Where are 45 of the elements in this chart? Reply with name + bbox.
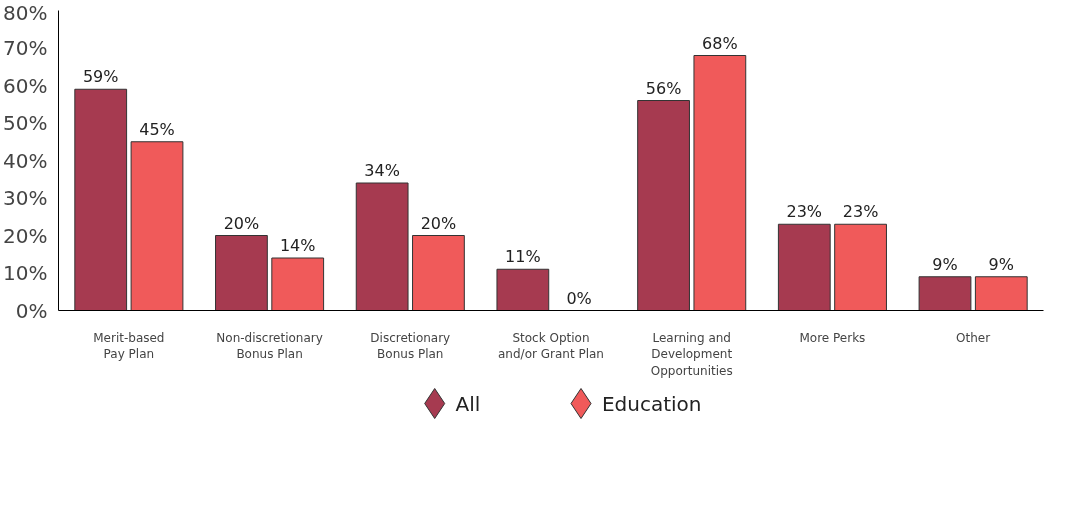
bar (777, 223, 831, 311)
data-label: 9% (988, 254, 1014, 274)
data-label: 20% (420, 213, 457, 233)
x-tick-label: Non-discretionary Bonus Plan (216, 330, 323, 362)
data-label: 14% (279, 236, 316, 255)
y-tick-label: 30% (3, 186, 48, 210)
y-tick-label: 60% (3, 73, 48, 98)
y-tick-label: 80% (3, 0, 48, 25)
data-label: 9% (932, 254, 958, 274)
data-label: 68% (702, 33, 738, 53)
y-tick-label: 10% (3, 261, 48, 285)
bar (74, 88, 128, 311)
bar (496, 268, 550, 311)
bar (918, 276, 972, 311)
y-tick-label: 40% (3, 148, 48, 173)
bar (974, 276, 1028, 311)
bar (355, 182, 409, 311)
x-tick-label: Other (956, 330, 991, 345)
y-tick-label: 50% (3, 111, 48, 135)
x-tick-label: Learning and Development Opportunities (650, 330, 733, 379)
data-label: 23% (786, 202, 823, 222)
y-tick-label: 70% (3, 36, 48, 60)
data-label: 11% (505, 247, 541, 267)
bar (693, 55, 747, 311)
legend-label: All (455, 391, 481, 416)
legend-label: Education (601, 391, 702, 416)
data-label: 59% (82, 67, 119, 87)
bar (130, 141, 184, 311)
bar (412, 235, 465, 311)
bar (637, 100, 690, 311)
x-tick-label: Discretionary Bonus Plan (370, 330, 451, 362)
y-tick-label: 0% (15, 298, 48, 323)
x-tick-label: More Perks (799, 330, 866, 345)
data-label: 34% (364, 161, 400, 180)
x-tick-label: Merit-based Pay Plan (93, 330, 165, 362)
x-tick-label: Stock Option and/or Grant Plan (498, 330, 604, 362)
y-tick-label: 20% (3, 223, 48, 248)
data-label: 20% (223, 213, 260, 233)
data-label: 45% (139, 119, 175, 139)
data-label: 0% (566, 288, 592, 308)
bar (834, 223, 887, 311)
data-label: 56% (645, 78, 682, 98)
bar (215, 235, 268, 311)
bar (271, 257, 325, 311)
data-label: 23% (842, 202, 879, 222)
